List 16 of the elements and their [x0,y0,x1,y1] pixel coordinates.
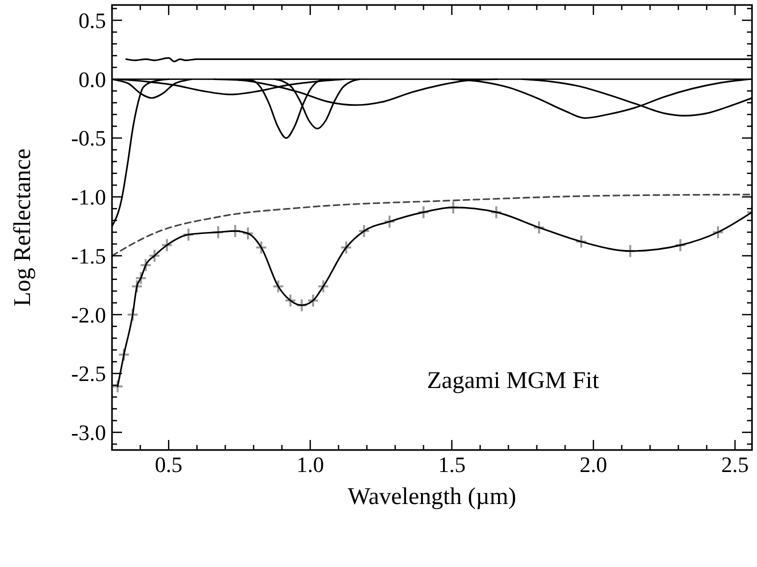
x-tick-label: 0.5 [154,452,182,477]
x-tick-label: 2.5 [721,452,749,477]
y-tick-label: 0.0 [78,66,106,92]
x-tick-label: 1.5 [438,452,466,477]
x-tick-label: 2.0 [580,452,608,477]
y-tick-label: -2.5 [71,361,106,386]
y-axis-title: Log Reflectance [10,148,36,306]
y-tick-label: 0.5 [78,8,106,34]
y-tick-label: -3.0 [71,420,106,446]
y-tick-label: -0.5 [71,126,106,151]
y-tick-label: -1.5 [71,243,106,268]
x-axis-title: Wavelength (µm) [348,484,516,510]
y-tick-label: -1.0 [71,184,106,210]
y-tick-label: -2.0 [71,302,106,328]
annotation: Zagami MGM Fit [427,368,600,394]
x-tick-label: 1.0 [296,452,324,477]
